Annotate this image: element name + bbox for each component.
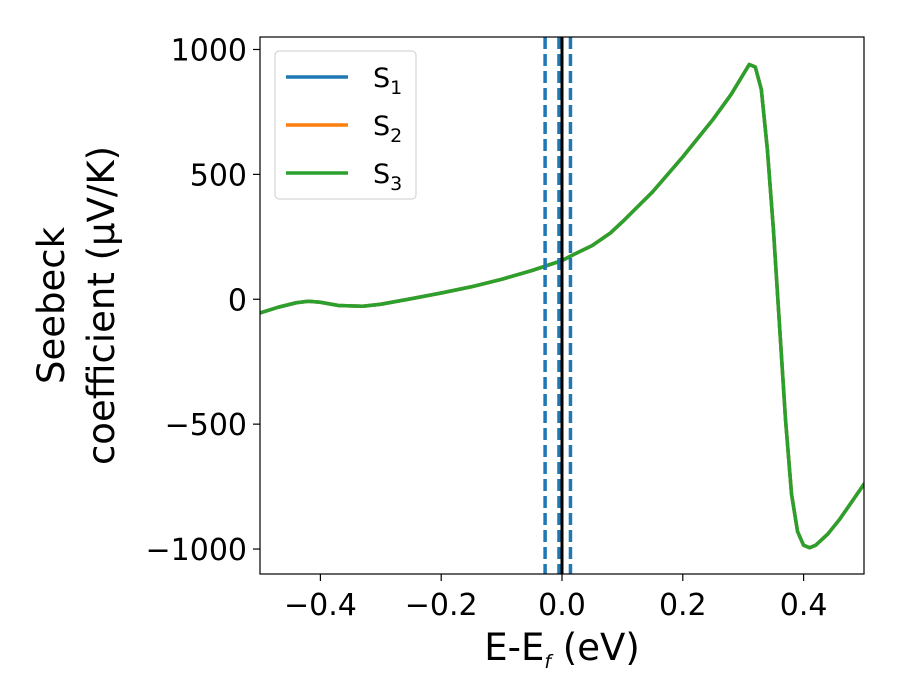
y-axis-label-line1: Seebeck	[30, 226, 73, 384]
y-axis-label-line2: coefficient (μV/K)	[80, 146, 123, 465]
legend-label: S2	[373, 111, 402, 147]
legend-label: S3	[373, 159, 402, 195]
legend-label: S1	[373, 63, 402, 99]
y-ticks: −1000 −500 0 500 1000	[146, 33, 260, 568]
x-axis-label-unit: (eV)	[551, 626, 640, 669]
y-tick-label: 0	[228, 283, 247, 318]
x-ticks: −0.4 −0.2 0.0 0.2 0.4	[284, 574, 827, 623]
x-tick-label: 0.2	[659, 588, 707, 623]
x-tick-label: −0.4	[284, 588, 357, 623]
x-axis-label: E-Ef (eV)	[484, 626, 640, 673]
y-tick-label: 1000	[171, 33, 247, 68]
legend: S1 S2 S3	[274, 50, 417, 200]
x-tick-label: 0.0	[538, 588, 586, 623]
y-tick-label: −500	[165, 408, 247, 443]
series-line-s3	[260, 62, 864, 550]
x-axis-label-main: E-E	[484, 626, 544, 669]
x-tick-label: 0.4	[780, 588, 828, 623]
y-axis-label: Seebeck coefficient (μV/K)	[30, 146, 123, 465]
x-tick-label: −0.2	[405, 588, 478, 623]
x-axis-label-subscript: f	[544, 651, 554, 673]
series-layer	[260, 62, 864, 550]
y-tick-label: 500	[190, 158, 247, 193]
vertical-lines-layer	[543, 37, 573, 574]
y-tick-label: −1000	[146, 533, 247, 568]
